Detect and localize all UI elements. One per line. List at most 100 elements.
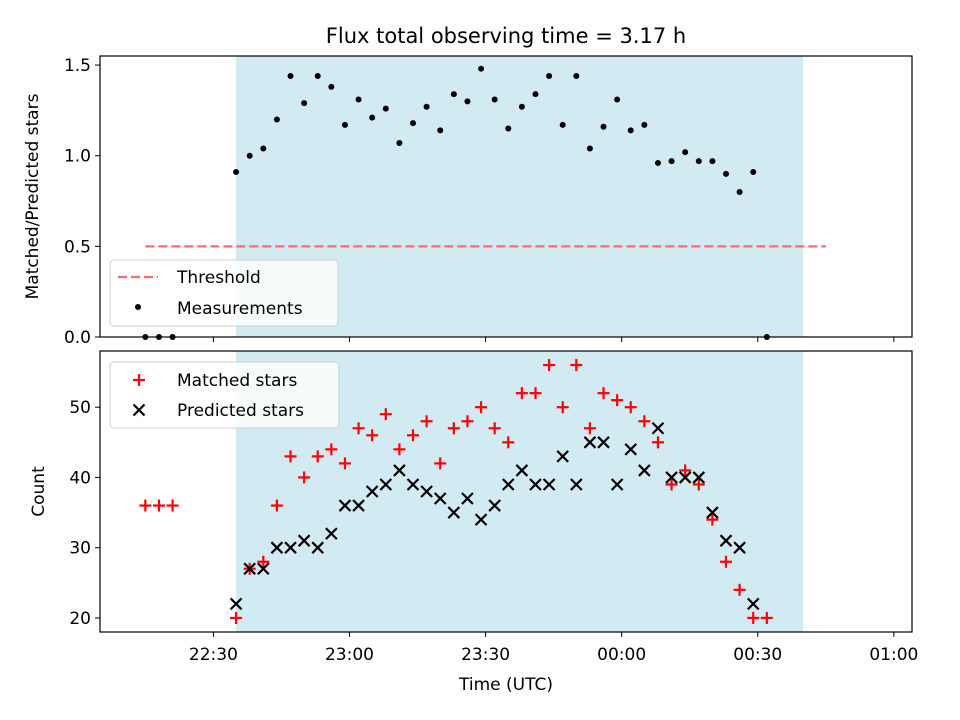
top-legend: Threshold Measurements xyxy=(109,259,339,327)
matched-star-point xyxy=(611,394,624,407)
matched-star-point xyxy=(679,464,692,477)
chart-title: Flux total observing time = 3.17 h xyxy=(326,24,686,48)
bottom-y-tick-label: 30 xyxy=(69,539,91,559)
measurement-point xyxy=(573,72,580,79)
predicted-star-point xyxy=(461,492,474,505)
matched-star-point xyxy=(257,555,270,568)
matched-star-point xyxy=(461,415,474,428)
predicted-star-point xyxy=(379,478,393,491)
x-b xyxy=(461,492,474,505)
bottom-legend-box xyxy=(109,361,340,429)
predicted-star-point xyxy=(488,499,501,512)
measurement-point xyxy=(287,72,294,79)
top-y-tick-label: 1.5 xyxy=(64,56,91,76)
x-b xyxy=(570,478,583,491)
legend-matched-label: Matched stars xyxy=(177,371,297,391)
x-b xyxy=(624,443,638,456)
measurement-point xyxy=(355,96,362,103)
legend-measurements-swatch xyxy=(135,304,141,310)
x-tick-label: 23:00 xyxy=(325,645,374,665)
matched-star-point xyxy=(338,457,351,470)
x-b xyxy=(297,534,311,547)
measurement-point xyxy=(233,169,240,176)
legend-x-marker xyxy=(132,403,146,417)
predicted-star-point xyxy=(406,478,420,491)
x-b xyxy=(556,450,569,463)
predicted-star-point xyxy=(624,443,638,456)
predicted-star-point xyxy=(501,478,515,491)
matched-star-point xyxy=(434,457,447,470)
matched-star-point xyxy=(420,415,433,428)
bottom-panel: 22:30 23:00 23:30 00:00 00:30 01:00 20 30 40 50 M… xyxy=(29,350,918,695)
x-b xyxy=(433,492,447,505)
predicted-star-point xyxy=(733,541,746,554)
x-b xyxy=(529,478,542,491)
measurement-point xyxy=(709,158,716,165)
predicted-star-point xyxy=(229,597,243,611)
predicted-star-point xyxy=(665,471,678,484)
x-b xyxy=(542,478,556,491)
predicted-star-point xyxy=(706,506,719,519)
predicted-star-point xyxy=(638,464,651,477)
legend-measurements-label: Measurements xyxy=(177,299,303,319)
measurement-point xyxy=(410,120,417,127)
matched-star-point xyxy=(515,387,528,400)
x-b xyxy=(501,478,515,491)
x-b xyxy=(229,597,243,611)
measurement-point xyxy=(491,96,498,103)
top-y-tick-label: 0.5 xyxy=(64,237,91,257)
matched-star-point xyxy=(733,583,746,596)
matched-star-point xyxy=(325,443,338,456)
matched-star-point xyxy=(393,443,406,456)
predicted-star-point xyxy=(529,478,542,491)
measurement-point xyxy=(586,145,593,152)
matched-star-point xyxy=(624,401,637,414)
x-tick-label: 01:00 xyxy=(869,645,918,665)
measurement-point xyxy=(341,121,348,128)
matched-star-point xyxy=(651,436,664,449)
matched-star-point xyxy=(366,429,379,442)
predicted-star-point xyxy=(420,485,433,498)
predicted-star-point xyxy=(433,492,447,505)
x-b xyxy=(665,471,678,484)
x-b xyxy=(379,478,393,491)
measurement-point xyxy=(382,105,389,112)
predicted-star-point xyxy=(651,421,665,435)
matched-star-point xyxy=(706,513,719,526)
predicted-star-point xyxy=(474,513,488,526)
predicted-star-point xyxy=(692,471,706,484)
measurement-point xyxy=(627,127,634,134)
predicted-star-point xyxy=(270,541,284,554)
predicted-star-point xyxy=(570,478,583,491)
x-b xyxy=(638,464,651,477)
measurement-point xyxy=(654,159,661,166)
x-b xyxy=(678,471,692,484)
bottom-y-tick-label: 40 xyxy=(69,468,91,488)
predicted-star-point xyxy=(311,541,325,554)
predicted-star-point xyxy=(746,597,760,611)
measurement-point xyxy=(518,103,525,110)
legend-predicted-swatch xyxy=(132,403,146,417)
measurements-series xyxy=(142,65,770,340)
predicted-star-point xyxy=(556,450,569,463)
top-frame xyxy=(99,55,913,338)
top-y-tick-label: 1.0 xyxy=(64,147,91,167)
predicted-star-point xyxy=(610,478,624,491)
measurement-point xyxy=(723,170,730,177)
legend-threshold-label: Threshold xyxy=(176,268,261,288)
x-tick-label: 00:30 xyxy=(733,645,782,665)
x-tick-label: 00:00 xyxy=(597,645,646,665)
measurement-point xyxy=(682,149,689,156)
predicted-star-point xyxy=(583,436,597,449)
matched-star-point xyxy=(502,436,515,449)
matched-star-point xyxy=(475,401,488,414)
matched-star-point xyxy=(407,429,420,442)
predicted-star-point xyxy=(365,485,379,498)
predicted-star-point xyxy=(515,464,529,477)
predicted-star-point xyxy=(338,499,352,512)
x-b xyxy=(352,499,365,512)
matched-star-point xyxy=(529,387,542,400)
measurement-point xyxy=(246,152,253,159)
x-tick-label: 23:30 xyxy=(461,645,510,665)
measurement-point xyxy=(423,103,430,110)
